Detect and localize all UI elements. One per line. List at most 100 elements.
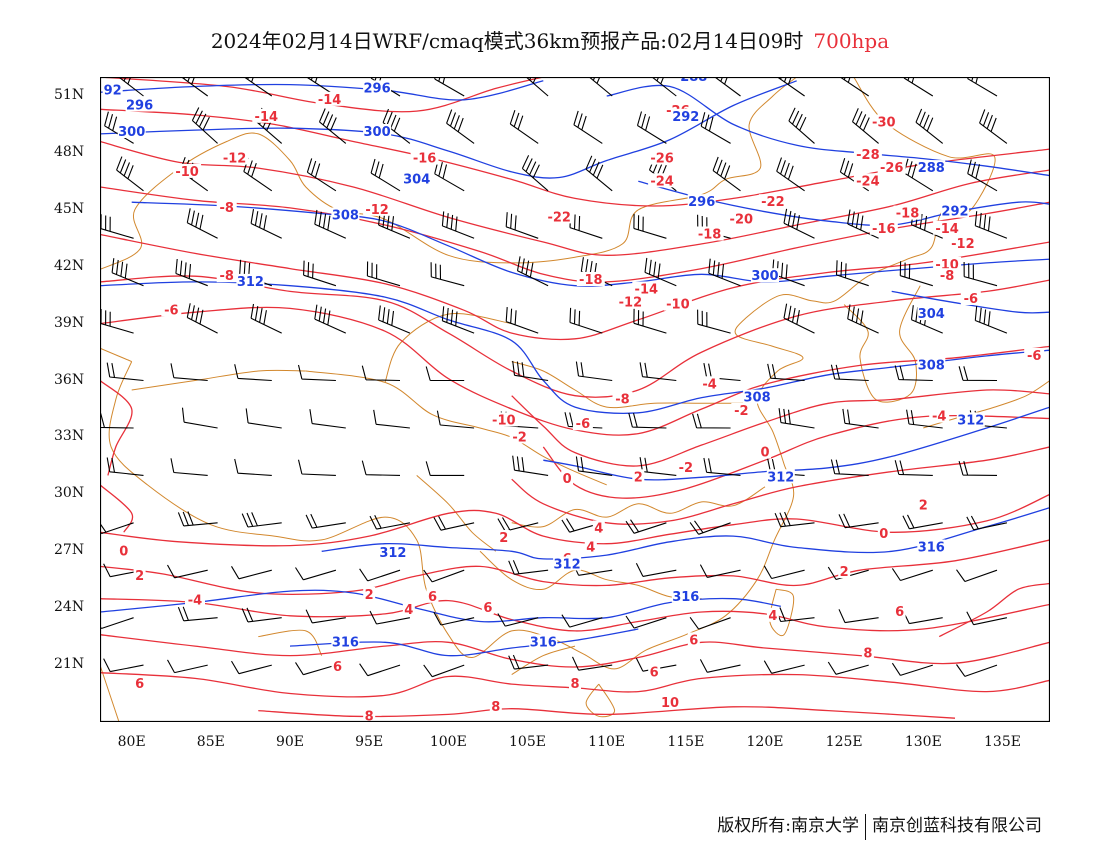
wind-barb [906, 409, 943, 429]
height-label: 316 [918, 541, 945, 556]
wind-barb [902, 610, 943, 625]
height-label: 312 [379, 546, 406, 561]
contour-label-background [331, 634, 360, 649]
temperature-label: -6 [576, 417, 590, 432]
wind-barb [774, 511, 815, 528]
contour-label-background [853, 146, 882, 161]
contour-label-background [331, 659, 344, 673]
temperature-label: -16 [872, 222, 896, 237]
temperature-label: 2 [919, 499, 928, 514]
wind-barb [699, 659, 741, 673]
wind-barb [891, 568, 933, 582]
wind-barb [186, 303, 218, 334]
isotherm-line [99, 140, 1051, 256]
wind-barb [956, 664, 998, 677]
contour-label-background [675, 459, 696, 474]
wind-barb [572, 656, 613, 671]
wind-barb [430, 262, 465, 287]
wind-barb [712, 156, 741, 192]
wind-barb [234, 458, 272, 476]
wind-barb [378, 210, 411, 239]
contour-label-background [731, 402, 752, 417]
pressure-level-label: 700hpa [813, 29, 890, 53]
temperature-label: -4 [188, 594, 202, 609]
temperature-label: -30 [872, 116, 896, 131]
temperature-label: 8 [863, 647, 872, 662]
contour-label-background [545, 209, 574, 224]
wind-barb [838, 609, 879, 624]
temperature-label: -20 [730, 212, 754, 227]
lat-tick-label: 24N [54, 599, 85, 616]
temperature-label: -10 [666, 298, 690, 313]
contour-label-background [102, 82, 123, 97]
wind-barb [827, 661, 869, 675]
temperature-label: -22 [547, 210, 571, 225]
wind-barb [963, 261, 998, 287]
wind-barb [434, 64, 465, 97]
contour-label-background [315, 91, 344, 106]
height-label: 312 [767, 470, 794, 485]
contour-label-background [426, 588, 439, 603]
contour-label-background [648, 664, 661, 679]
wind-barb [958, 366, 998, 382]
contour-label-background [612, 391, 633, 406]
wind-barb [979, 109, 1008, 144]
temperature-label: 6 [895, 605, 904, 620]
wind-barb [689, 616, 731, 630]
wind-barb [106, 362, 144, 382]
isotherm-line [99, 598, 1051, 632]
contour-label-background [956, 412, 985, 427]
boundary-line [585, 683, 616, 718]
temperature-label: -16 [413, 152, 437, 167]
contour-label-background [929, 408, 950, 423]
wind-barb [369, 610, 411, 625]
wind-barb [830, 364, 869, 382]
contour-label-background [125, 97, 154, 112]
contour-label-background [917, 160, 946, 175]
temperature-label: -6 [164, 303, 178, 318]
wind-barb [712, 61, 741, 97]
contour-label-background [937, 268, 958, 283]
wind-barb [569, 307, 603, 334]
boundary-line [305, 370, 607, 486]
height-label: 308 [744, 391, 771, 406]
copyright-owner: 版权所有:南京大学 [717, 816, 859, 836]
wind-barb [708, 258, 741, 287]
temperature-label: 2 [634, 470, 643, 485]
temperature-label: -22 [761, 195, 785, 210]
contour-label-background [363, 124, 392, 138]
isotherm-line [99, 493, 1051, 547]
boundary-line [511, 361, 750, 409]
wind-barb [958, 460, 998, 476]
height-contour-line [99, 80, 797, 179]
isotherm-line [99, 233, 1051, 341]
height-label: 296 [688, 195, 715, 210]
wind-barb [250, 303, 282, 334]
wind-barb [186, 208, 218, 239]
wind-barb [783, 303, 815, 334]
boundary-line [108, 76, 996, 670]
geopotential-height-layer [99, 80, 1051, 657]
wind-barb [851, 108, 879, 144]
isotherm-line [99, 275, 1051, 398]
contour-label-background [553, 556, 582, 571]
height-label: 316 [530, 635, 557, 650]
contour-label-background [252, 108, 281, 123]
lat-tick-label: 48N [54, 143, 85, 160]
contour-label-background [660, 695, 680, 709]
wind-barb [425, 366, 465, 382]
height-contour-line [891, 290, 1051, 314]
wind-barb [899, 261, 933, 287]
contour-label-background [331, 207, 360, 222]
lon-tick-label: 110E [588, 734, 626, 750]
map-frame [99, 76, 1051, 723]
wind-barb [835, 260, 869, 287]
lat-tick-label: 33N [54, 428, 85, 445]
boundary-line [843, 285, 921, 403]
contour-label-background [216, 268, 237, 283]
wind-barb [585, 155, 613, 192]
wind-barb [295, 662, 337, 676]
temperature-label: 6 [689, 633, 698, 648]
wind-barb [967, 64, 998, 97]
contour-label-background [161, 302, 182, 317]
